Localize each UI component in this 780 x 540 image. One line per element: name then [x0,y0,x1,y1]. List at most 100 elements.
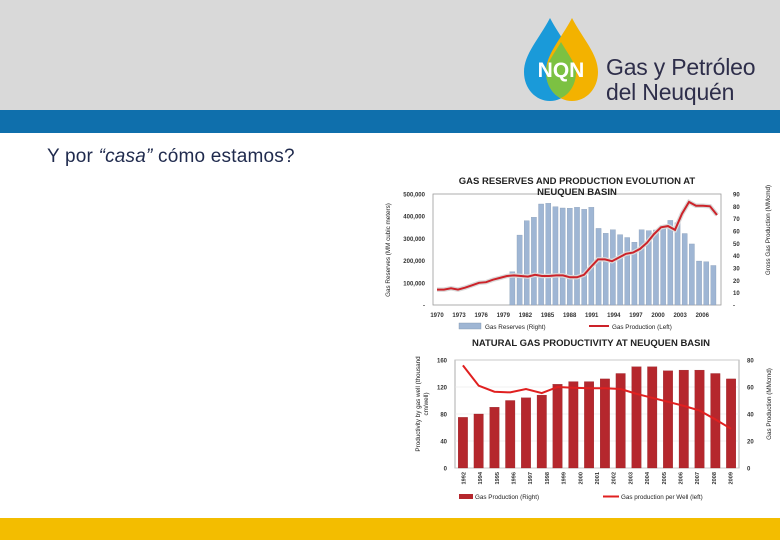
x-tick-label: 2000 [578,472,584,484]
reserves-bar [574,207,580,306]
reserves-bar [552,206,559,306]
reserves-bar [524,220,530,306]
slide-title-prefix: Y por [47,146,99,167]
y-left-tick-label: 200,000 [403,259,425,265]
y-right-tick-label: 60 [733,230,740,236]
production-bar [694,369,705,469]
y-left-tick-label: 120 [437,386,448,392]
x-tick-label: 2007 [695,472,701,484]
productivity-line [462,364,732,430]
x-tick-label: 2009 [729,472,735,484]
y-right-tick-label: 20 [747,440,754,446]
y-right-tick-label: 0 [747,467,751,473]
legend-production-label: Gas Production (Right) [475,494,539,501]
x-tick-label: 1988 [563,313,577,319]
reserves-bar [595,228,602,306]
x-tick-label: 2005 [662,472,668,484]
reserves-bar [689,243,695,306]
slide-title-suffix: cómo estamos? [152,146,295,167]
logo-text: NQN [538,59,585,82]
x-tick-label: 1970 [430,313,444,319]
y-left-tick-label: - [423,304,425,310]
reserves-bar [617,234,623,306]
production-bar [631,366,642,469]
production-line [437,200,718,291]
x-tick-label: 1994 [607,313,621,319]
x-tick-label: 1994 [478,471,484,484]
x-tick-label: 2002 [612,472,618,484]
x-tick-label: 1985 [541,313,555,319]
y-right-tick-label: 50 [733,242,740,248]
x-tick-label: 1992 [461,472,467,484]
productivity-chart: NATURAL GAS PRODUCTIVITY AT NEUQUEN BASI… [413,334,777,514]
y-right-tick-label: 90 [733,193,740,199]
production-bar [552,384,563,469]
reserves-bar [602,233,609,306]
reserves-bar [660,227,666,306]
x-tick-label: 1997 [629,313,643,319]
x-tick-label: 1976 [475,313,489,319]
legend-productivity-label: Gas production per Well (left) [621,494,703,501]
y-left-tick-label: 400,000 [403,215,425,221]
production-bar [473,413,484,469]
production-bar [710,373,721,469]
reserves-bar [653,229,659,306]
y-right-tick-label: 40 [733,254,740,260]
production-bar [615,373,626,469]
production-bar [647,366,658,469]
production-bar [600,378,610,469]
y-right-tick-label: - [733,304,735,310]
reserves-bar [610,229,616,306]
x-tick-label: 1998 [545,472,551,484]
production-bar [678,369,689,469]
y-right-tick-label: 70 [733,217,740,223]
reserves-bar [631,242,638,306]
x-tick-label: 2003 [673,313,687,319]
slide-title: Y por “casa” cómo estamos? [47,146,295,168]
x-tick-label: 2008 [712,472,718,484]
production-bar [489,407,500,469]
reserves-bar [509,271,516,306]
reserves-bar [710,265,717,306]
y-right-tick-label: 80 [733,205,740,211]
x-tick-label: 1973 [452,313,466,319]
y-right-axis-label: Gross Gas Production (MMcmd) [765,185,772,275]
chart-title-line2: NEUQUEN BASIN [537,187,617,198]
x-tick-label: 1979 [497,313,511,319]
reserves-bar [545,203,552,306]
reserves-bar [703,261,709,306]
legend-production-swatch [459,494,473,499]
reserves-bar [674,222,681,306]
y-left-tick-label: 160 [437,359,448,365]
production-bar [584,381,594,469]
production-bar [568,381,579,469]
reserves-bar [681,233,688,306]
x-tick-label: 1995 [495,472,501,484]
x-tick-label: 2004 [645,471,651,484]
reserves-bar [581,209,587,306]
y-left-tick-label: 0 [444,467,448,473]
y-left-tick-label: 500,000 [403,193,425,199]
x-tick-label: 1991 [585,313,599,319]
x-tick-label: 1999 [562,472,568,484]
y-left-axis-label-line2: cm/well) [423,392,430,415]
x-tick-label: 2003 [628,472,634,484]
reserves-bar [567,208,573,306]
x-tick-label: 1982 [519,313,533,319]
production-bar [726,378,736,469]
chart-title: NATURAL GAS PRODUCTIVITY AT NEUQUEN BASI… [472,338,710,349]
reserves-bar [696,260,702,306]
y-left-tick-label: 40 [440,440,447,446]
production-bar [536,394,547,469]
reserves-bar [516,234,523,306]
y-left-axis-label-line1: Productivity by gas well (thousand [415,356,422,452]
x-tick-label: 1996 [511,472,517,484]
y-left-tick-label: 100,000 [403,281,425,287]
y-left-axis-label: Gas Reserves (MM cubic meters) [385,203,392,297]
reserves-bar [638,229,645,306]
y-left-tick-label: 80 [440,413,447,419]
title-band [0,110,780,133]
header-band [0,0,780,110]
reserves-bar [624,237,630,306]
x-tick-label: 2006 [679,472,685,484]
